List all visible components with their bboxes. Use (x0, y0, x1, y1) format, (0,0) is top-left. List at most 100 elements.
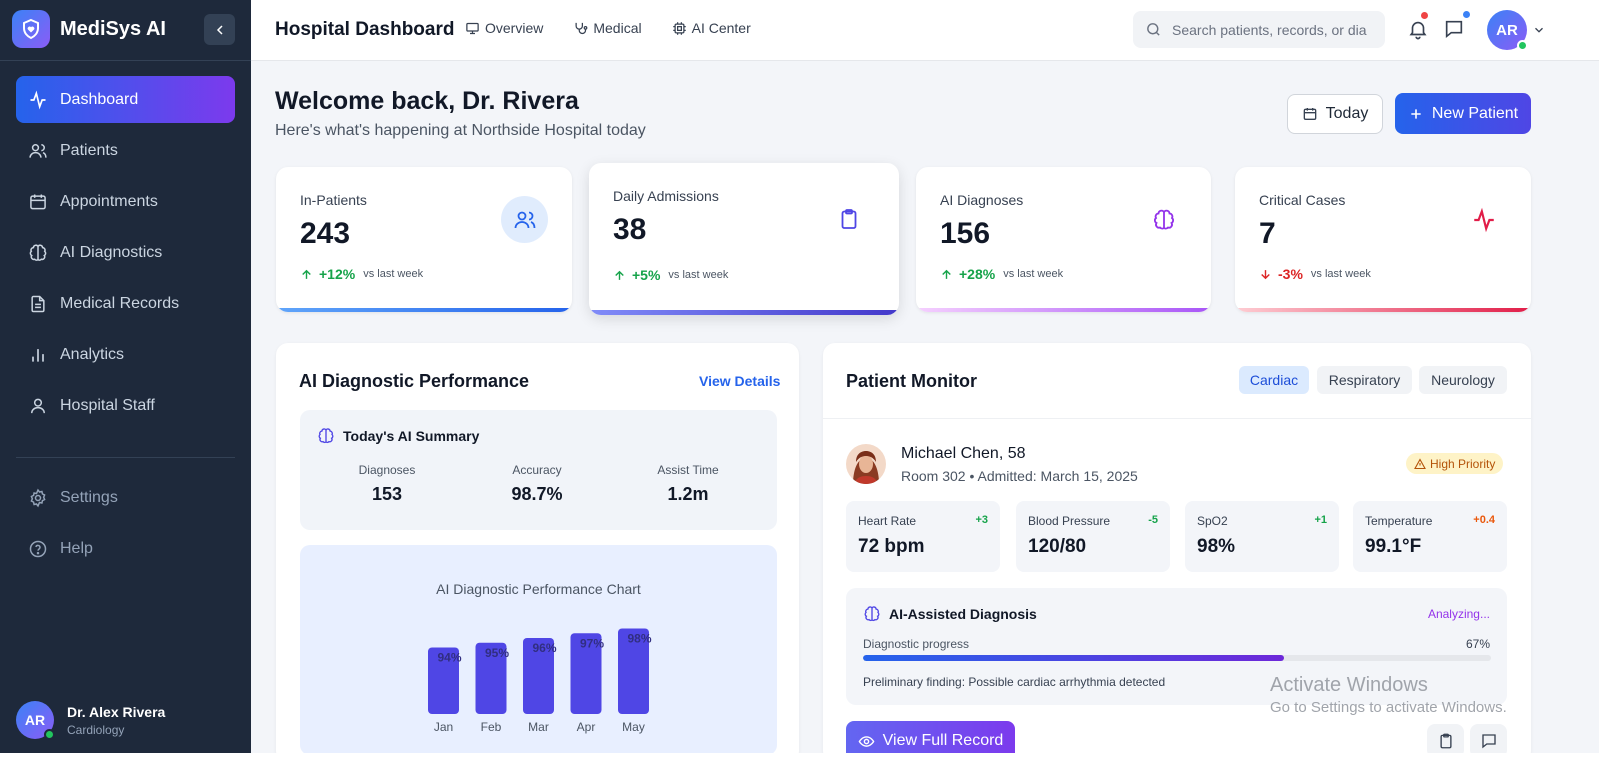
users-icon (29, 143, 47, 158)
panel-divider (823, 418, 1531, 419)
chevron-down-icon[interactable] (1532, 23, 1546, 37)
help-circle-icon (29, 540, 47, 557)
sidebar-item-label: Hospital Staff (60, 396, 155, 414)
header-link-label: Overview (485, 20, 544, 36)
arrow-up-icon (615, 270, 624, 280)
summary-header: Today's AI Summary (317, 427, 479, 445)
stat-value: 7 (1259, 217, 1276, 250)
patient-photo (846, 444, 886, 484)
sidebar-user-profile[interactable]: AR Dr. Alex Rivera Cardiology (16, 701, 165, 740)
view-full-record-label: View Full Record (882, 732, 1004, 749)
stat-change: +28% vs last week (940, 266, 1063, 282)
vital-label: Temperature (1365, 514, 1433, 528)
activate-windows-watermark: Activate Windows Go to Settings to activ… (1270, 674, 1507, 716)
vital-spo2: SpO2 +1 98% (1185, 501, 1339, 572)
chart-x-tick-label: Apr (577, 720, 596, 734)
stat-compare: vs last week (1003, 268, 1064, 280)
chart-bar-jan (428, 647, 459, 714)
progress-label: Diagnostic progress (863, 637, 970, 651)
today-button[interactable]: Today (1287, 94, 1383, 134)
app-name: MediSys AI (60, 17, 166, 40)
vital-value: 99.1°F (1365, 536, 1422, 557)
performance-chart: AI Diagnostic Performance Chart 94% Jan 95… (300, 545, 777, 755)
panel-title: Patient Monitor (846, 371, 977, 391)
sidebar-nav: Dashboard Patients Appointments AI Diagn… (16, 76, 235, 433)
stat-label: Critical Cases (1259, 192, 1346, 208)
progress-fill (863, 655, 1284, 661)
sidebar-item-settings[interactable]: Settings (16, 474, 235, 521)
stat-card-ai-diagnoses[interactable]: AI Diagnoses 156 +28% vs last week (916, 167, 1211, 312)
vital-blood-pressure: Blood Pressure -5 120/80 (1016, 501, 1170, 572)
header-link-label: AI Center (691, 20, 751, 36)
chart-value-label: 95% (485, 646, 509, 660)
stethoscope-icon (575, 22, 588, 34)
sidebar-item-appointments[interactable]: Appointments (16, 178, 235, 225)
notifications-button[interactable] (1407, 12, 1429, 40)
sidebar-item-label: AI Diagnostics (60, 243, 163, 261)
sidebar-item-hospital-staff[interactable]: Hospital Staff (16, 382, 235, 429)
new-patient-button[interactable]: New Patient (1395, 93, 1531, 134)
search-input[interactable] (1172, 21, 1367, 38)
header-link-ai-center[interactable]: AI Center (672, 20, 751, 36)
stat-label: In-Patients (300, 192, 367, 208)
stat-accent-bar (1235, 308, 1531, 312)
bottom-strip (0, 753, 1599, 777)
message-icon (1445, 20, 1463, 39)
collapse-sidebar-button[interactable] (204, 14, 235, 45)
sidebar-divider (16, 457, 235, 458)
sidebar-item-patients[interactable]: Patients (16, 127, 235, 174)
brain-icon (29, 243, 47, 261)
sidebar-item-ai-diagnostics[interactable]: AI Diagnostics (16, 229, 235, 276)
summary-label: Accuracy (512, 463, 562, 477)
tab-cardiac[interactable]: Cardiac (1239, 366, 1309, 394)
tab-neurology[interactable]: Neurology (1419, 366, 1507, 394)
stat-compare: vs last week (668, 269, 729, 281)
clipboard-button[interactable] (1427, 724, 1464, 758)
vital-value: 120/80 (1028, 536, 1087, 557)
calendar-icon (1303, 108, 1316, 120)
chart-x-tick-label: Jan (434, 720, 453, 734)
view-details-link[interactable]: View Details (699, 373, 781, 389)
summary-diagnoses: Diagnoses 153 (327, 463, 447, 505)
brain-icon (318, 428, 334, 444)
stat-card-critical-cases[interactable]: Critical Cases 7 -3% vs last week (1235, 167, 1531, 312)
brand[interactable]: MediSys AI (12, 10, 166, 48)
patient-details: Room 302 • Admitted: March 15, 2025 (901, 468, 1138, 484)
activity-icon (30, 90, 46, 109)
stat-accent-bar (916, 308, 1211, 312)
message-button[interactable] (1470, 724, 1507, 758)
notification-dot (1421, 12, 1428, 19)
sidebar-item-medical-records[interactable]: Medical Records (16, 280, 235, 327)
sidebar-item-dashboard[interactable]: Dashboard (16, 76, 235, 123)
welcome-subtitle: Here's what's happening at Northside Hos… (275, 122, 646, 139)
brain-icon (1140, 196, 1187, 243)
top-header: Hospital Dashboard Overview Medical AI C… (251, 0, 1599, 61)
stat-card-in-patients[interactable]: In-Patients 243 +12% vs last week (276, 167, 572, 312)
online-status-dot (1517, 40, 1528, 51)
users-icon (501, 196, 548, 243)
chart-title: AI Diagnostic Performance Chart (436, 581, 641, 597)
search-box[interactable] (1133, 11, 1385, 48)
chart-x-tick-label: May (622, 720, 645, 734)
sidebar-item-help[interactable]: Help (16, 525, 235, 572)
message-dot (1463, 11, 1470, 18)
sidebar-item-label: Dashboard (60, 90, 139, 108)
stat-label: Daily Admissions (613, 188, 719, 204)
tab-respiratory[interactable]: Respiratory (1317, 366, 1412, 394)
user-avatar-button[interactable]: AR (1487, 10, 1528, 51)
messages-button[interactable] (1443, 11, 1470, 40)
message-icon (1481, 734, 1496, 749)
header-link-label: Medical (593, 20, 642, 36)
gear-icon (30, 488, 46, 507)
watermark-subtitle: Go to Settings to activate Windows. (1270, 699, 1507, 716)
stat-card-daily-admissions[interactable]: Daily Admissions 38 +5% vs last week (589, 163, 899, 315)
header-link-overview[interactable]: Overview (465, 20, 543, 36)
sidebar-item-analytics[interactable]: Analytics (16, 331, 235, 378)
chart-x-tick-label: Mar (528, 720, 549, 734)
priority-badge: High Priority (1406, 453, 1504, 474)
summary-value: 153 (371, 484, 403, 504)
welcome-section: Welcome back, Dr. Rivera Here's what's h… (275, 87, 646, 140)
header-link-medical[interactable]: Medical (573, 20, 642, 36)
chart-x-tick-label: Feb (481, 720, 502, 734)
vital-label: SpO2 (1197, 514, 1228, 528)
